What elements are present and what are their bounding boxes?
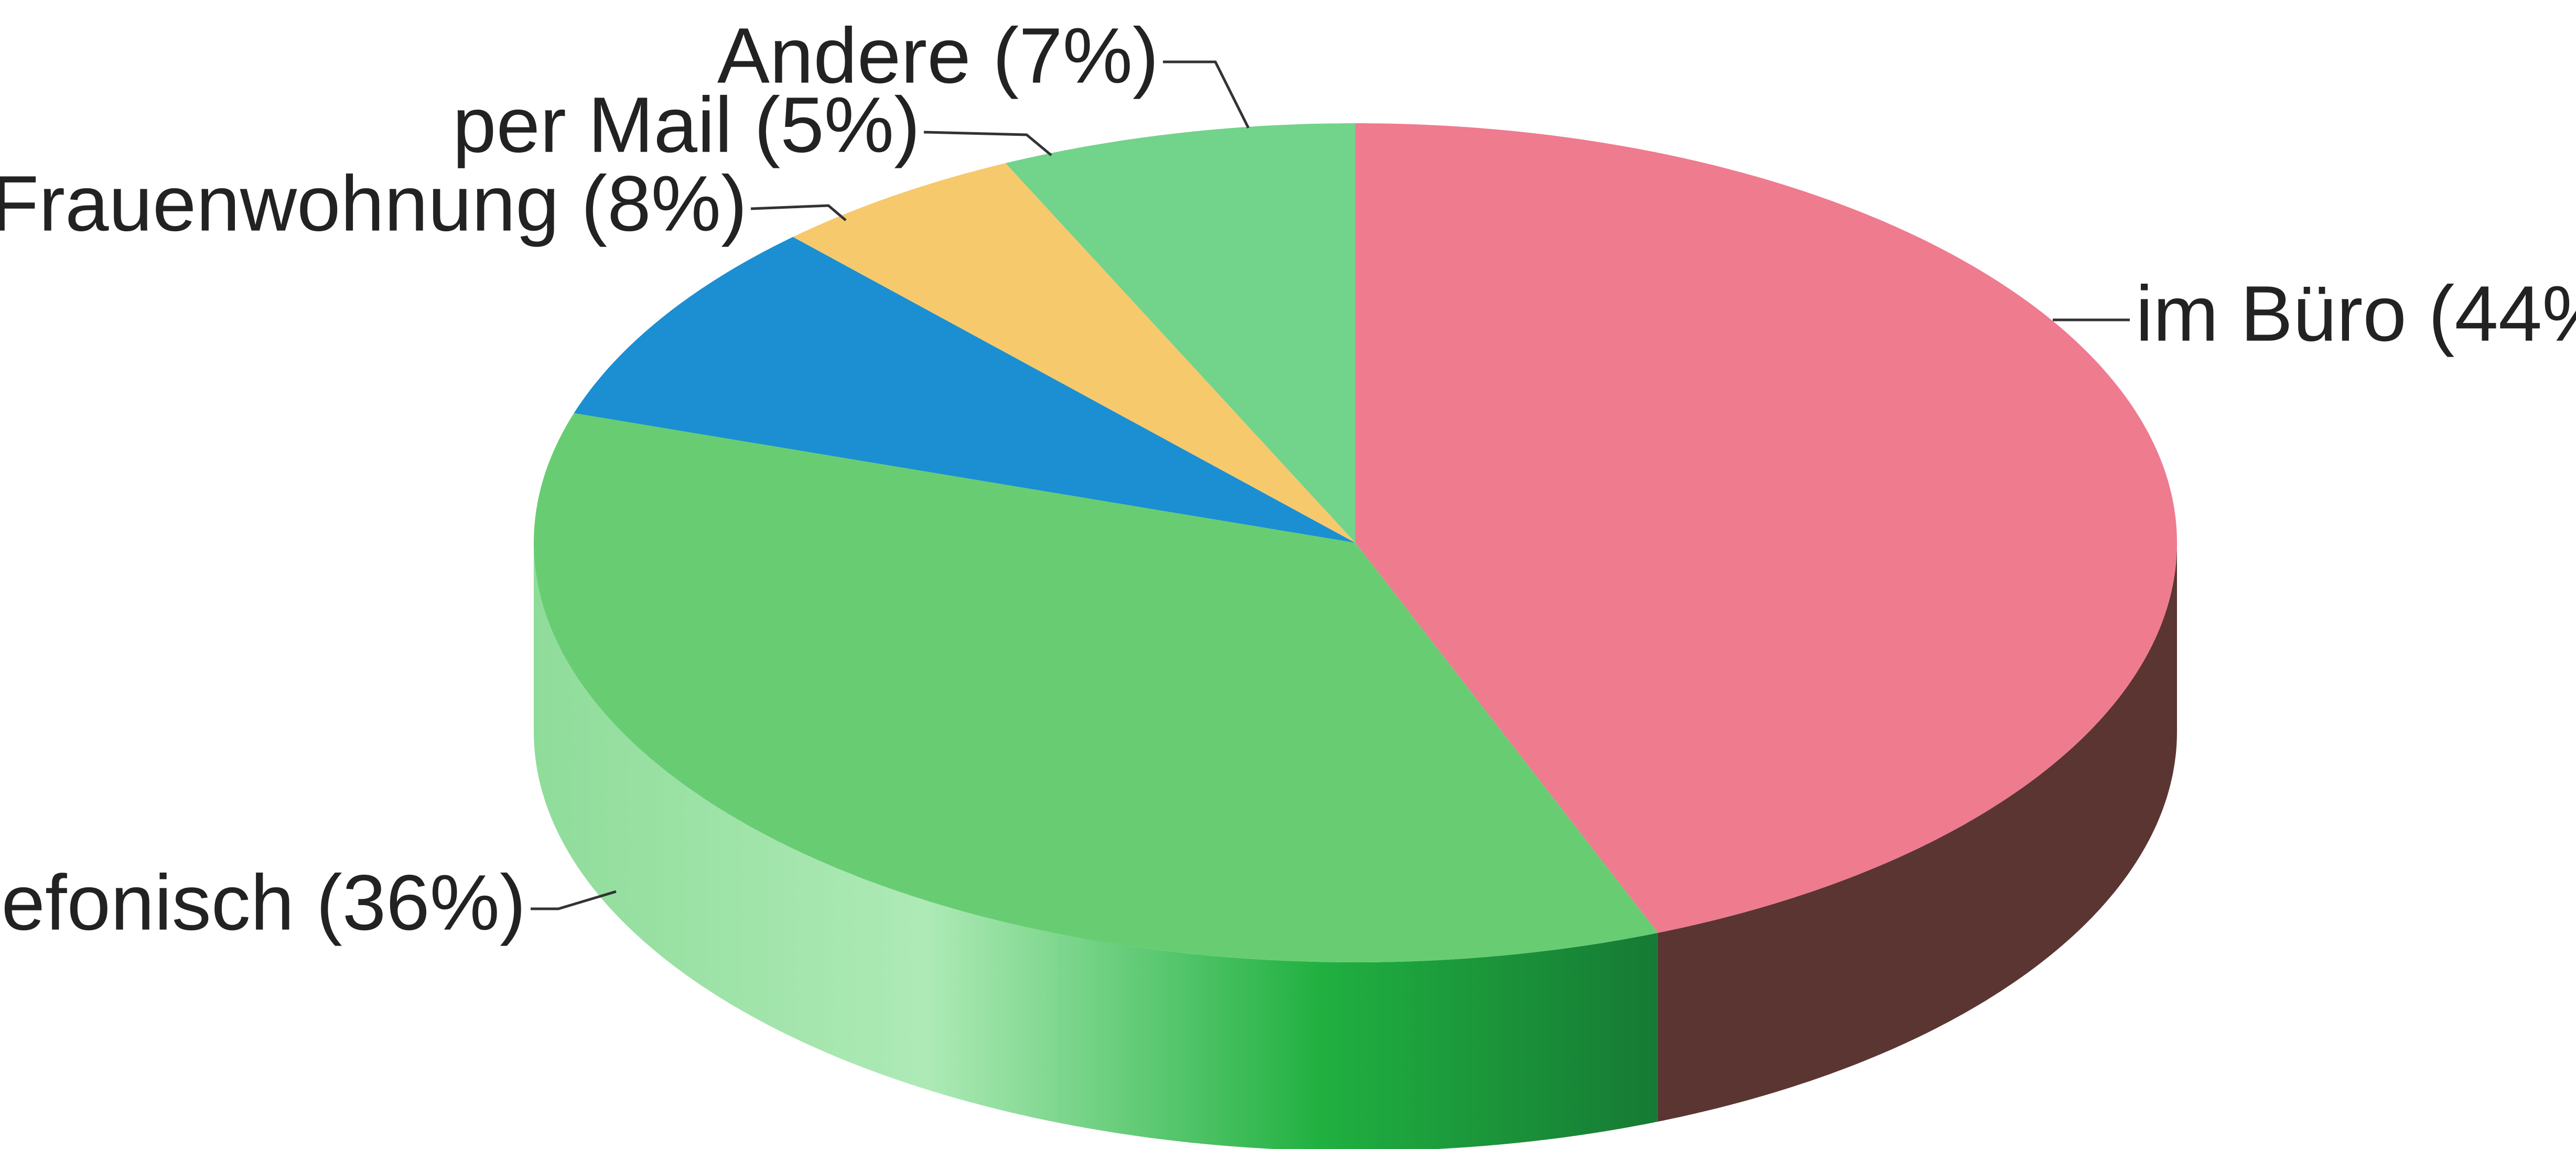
slice-side <box>1657 543 2177 1122</box>
leader-line <box>1163 60 1250 129</box>
slice-label: Frauenwohnung (8%) <box>0 159 747 248</box>
slice-label: Andere (7%) <box>717 12 1159 100</box>
leader-line <box>531 890 617 910</box>
leader-line <box>923 131 1052 156</box>
slice <box>793 163 1355 543</box>
slice-label: per Mail (5%) <box>452 81 920 169</box>
leader-line <box>750 204 847 221</box>
slice <box>1005 123 1355 543</box>
slice-label: im Büro (44%) <box>2136 270 2576 358</box>
slice-label: telefonisch (36%) <box>0 858 526 947</box>
slice <box>574 237 1355 543</box>
slice <box>534 413 1658 962</box>
slice <box>1355 123 2177 933</box>
slice-side <box>534 543 1658 1149</box>
